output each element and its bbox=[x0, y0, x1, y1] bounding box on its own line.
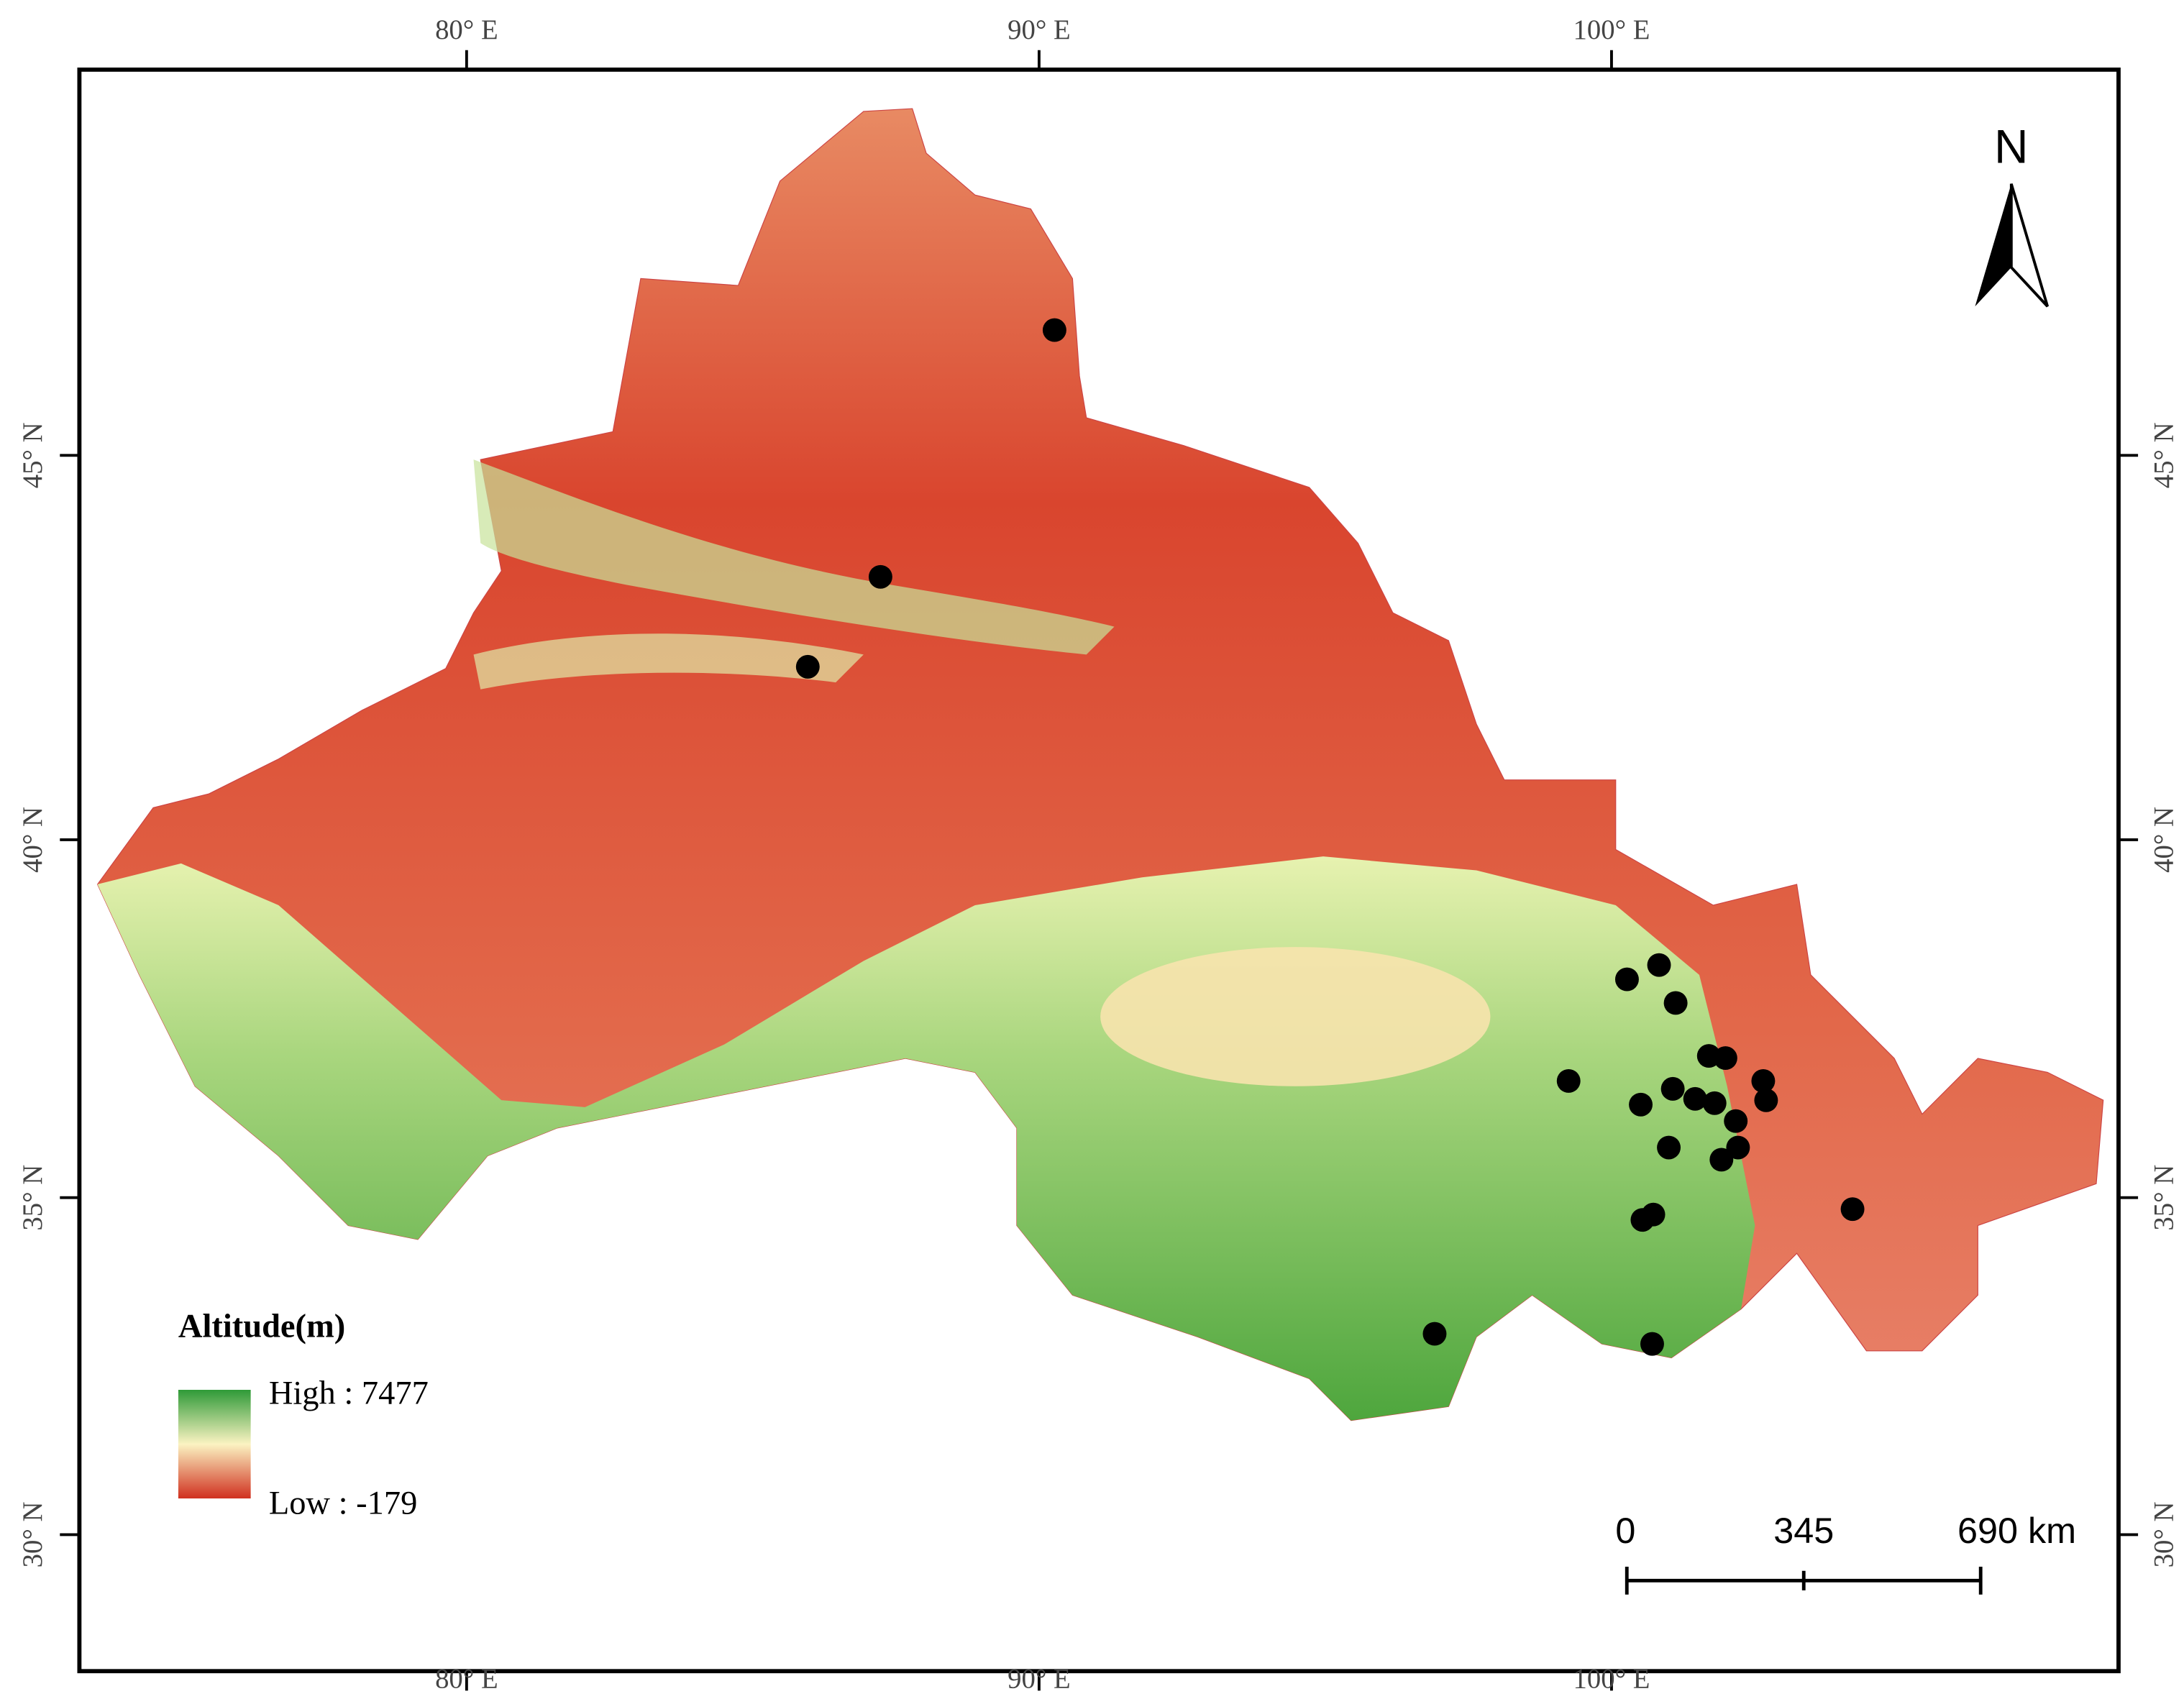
lon-label: 100° E bbox=[1573, 1663, 1650, 1694]
sample-point bbox=[1657, 1135, 1681, 1160]
sample-point bbox=[1751, 1068, 1776, 1093]
sample-point bbox=[1614, 967, 1639, 992]
north-arrow bbox=[1975, 183, 2011, 307]
sample-point bbox=[1709, 1148, 1734, 1172]
legend-ramp bbox=[178, 1390, 251, 1499]
scale-label: 345 bbox=[1773, 1510, 1834, 1551]
north-label: N bbox=[1994, 120, 2029, 173]
legend-low: Low : -179 bbox=[269, 1485, 418, 1521]
scale-label: 0 bbox=[1615, 1510, 1635, 1551]
lat-label: 35° N bbox=[17, 1165, 48, 1231]
sample-point bbox=[1663, 991, 1688, 1015]
lon-label: 80° E bbox=[435, 1663, 498, 1694]
north-arrow bbox=[2009, 183, 2050, 308]
sample-point bbox=[1683, 1086, 1707, 1111]
sample-point bbox=[1422, 1322, 1447, 1346]
lon-label: 100° E bbox=[1573, 14, 1650, 45]
sample-point bbox=[1702, 1091, 1727, 1115]
mountains bbox=[473, 633, 864, 690]
sample-point bbox=[1754, 1088, 1778, 1112]
sample-point bbox=[1556, 1068, 1581, 1093]
lat-label: 30° N bbox=[2149, 1501, 2180, 1567]
sample-point bbox=[1630, 1208, 1655, 1232]
mountains bbox=[473, 459, 1115, 655]
sample-point bbox=[1629, 1092, 1653, 1117]
lat-label: 35° N bbox=[2149, 1165, 2180, 1231]
scale-bar bbox=[1625, 1566, 1983, 1595]
lon-label: 90° E bbox=[1008, 1663, 1071, 1694]
lat-label: 30° N bbox=[17, 1501, 48, 1567]
lat-label: 45° N bbox=[17, 422, 48, 488]
scale-label: 690 km bbox=[1957, 1510, 2076, 1551]
sample-point bbox=[1724, 1109, 1748, 1133]
sample-point bbox=[1647, 953, 1671, 977]
sample-point bbox=[1042, 318, 1066, 342]
lat-label: 40° N bbox=[17, 807, 48, 873]
sample-point bbox=[1726, 1135, 1750, 1160]
sample-point bbox=[1640, 1332, 1664, 1356]
lat-label: 40° N bbox=[2149, 807, 2180, 873]
legend-title: Altitude(m) bbox=[178, 1308, 345, 1345]
sample-point bbox=[868, 564, 892, 589]
basin bbox=[1100, 947, 1491, 1086]
sample-point bbox=[1840, 1197, 1865, 1222]
sample-point bbox=[1660, 1076, 1685, 1101]
lat-label: 45° N bbox=[2149, 422, 2180, 488]
lon-label: 80° E bbox=[435, 14, 498, 45]
lon-label: 90° E bbox=[1008, 14, 1071, 45]
sample-point bbox=[1713, 1046, 1737, 1071]
sample-point bbox=[795, 654, 820, 679]
legend-high: High : 7477 bbox=[269, 1375, 429, 1411]
